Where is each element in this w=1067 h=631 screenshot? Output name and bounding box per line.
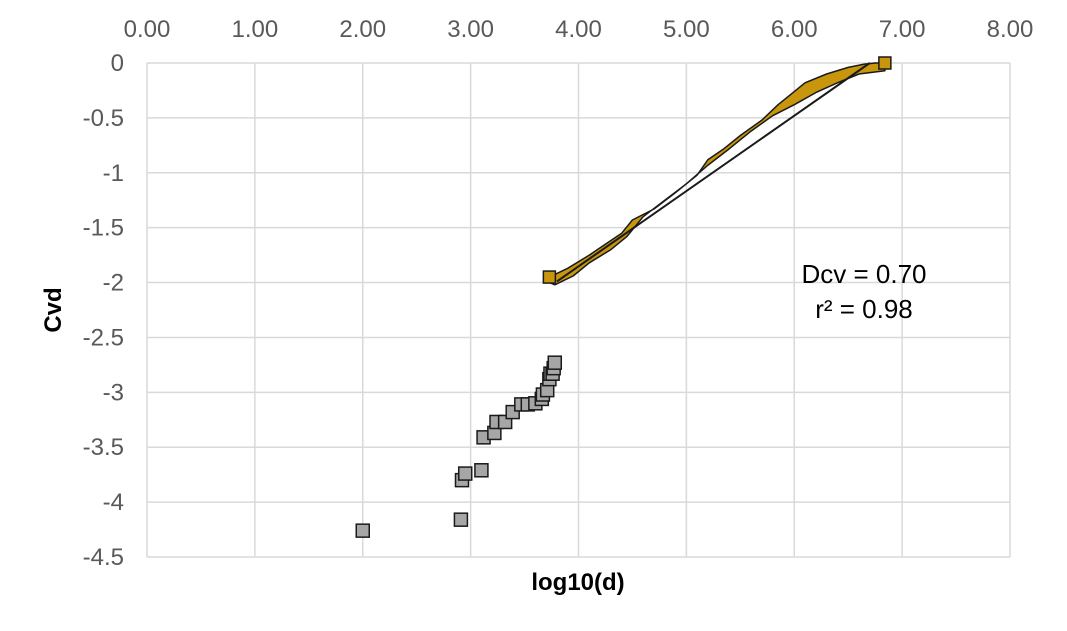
x-tick-label: 0.00 xyxy=(124,16,171,43)
dense-series-endpoint xyxy=(878,56,892,70)
y-tick-label: -0.5 xyxy=(83,105,124,132)
y-tick-label: 0 xyxy=(111,50,124,77)
x-tick-label: 5.00 xyxy=(663,16,710,43)
x-tick-label: 1.00 xyxy=(232,16,279,43)
y-tick-labels: 0 -0.5 -1 -1.5 -2 -2.5 -3 -3.5 -4 -4.5 xyxy=(83,50,124,571)
x-tick-labels: 0.00 1.00 2.00 3.00 4.00 5.00 6.00 7.00 8.00 xyxy=(124,16,1034,43)
annotation-dcv: Dcv = 0.70 xyxy=(801,259,926,289)
x-tick-label: 8.00 xyxy=(987,16,1034,43)
y-tick-label: -1.5 xyxy=(83,215,124,242)
data-point xyxy=(355,523,370,538)
fit-line xyxy=(556,62,871,283)
data-point xyxy=(547,355,563,370)
gridlines xyxy=(146,62,1011,558)
y-tick-label: -1 xyxy=(103,160,124,187)
fit-line-group xyxy=(556,62,871,283)
y-tick-label: -4.5 xyxy=(83,544,124,571)
annotation-r2: r² = 0.98 xyxy=(815,294,913,324)
y-tick-label: -4 xyxy=(103,489,124,516)
x-tick-label: 2.00 xyxy=(339,16,386,43)
y-tick-label: -3.5 xyxy=(83,434,124,461)
data-point xyxy=(457,466,473,481)
dense-series-endpoint xyxy=(542,270,557,284)
x-tick-label: 7.00 xyxy=(879,16,926,43)
data-point xyxy=(474,463,489,478)
y-tick-label: -2 xyxy=(103,270,124,297)
sparse-series xyxy=(355,355,563,538)
x-tick-label: 6.00 xyxy=(771,16,818,43)
data-point xyxy=(453,512,469,527)
x-tick-label: 4.00 xyxy=(555,16,602,43)
y-tick-label: -2.5 xyxy=(83,324,124,351)
x-tick-label: 3.00 xyxy=(447,16,494,43)
y-tick-label: -3 xyxy=(103,379,124,406)
y-axis-title: Cvd xyxy=(40,287,67,332)
x-axis-title: log10(d) xyxy=(531,569,624,596)
